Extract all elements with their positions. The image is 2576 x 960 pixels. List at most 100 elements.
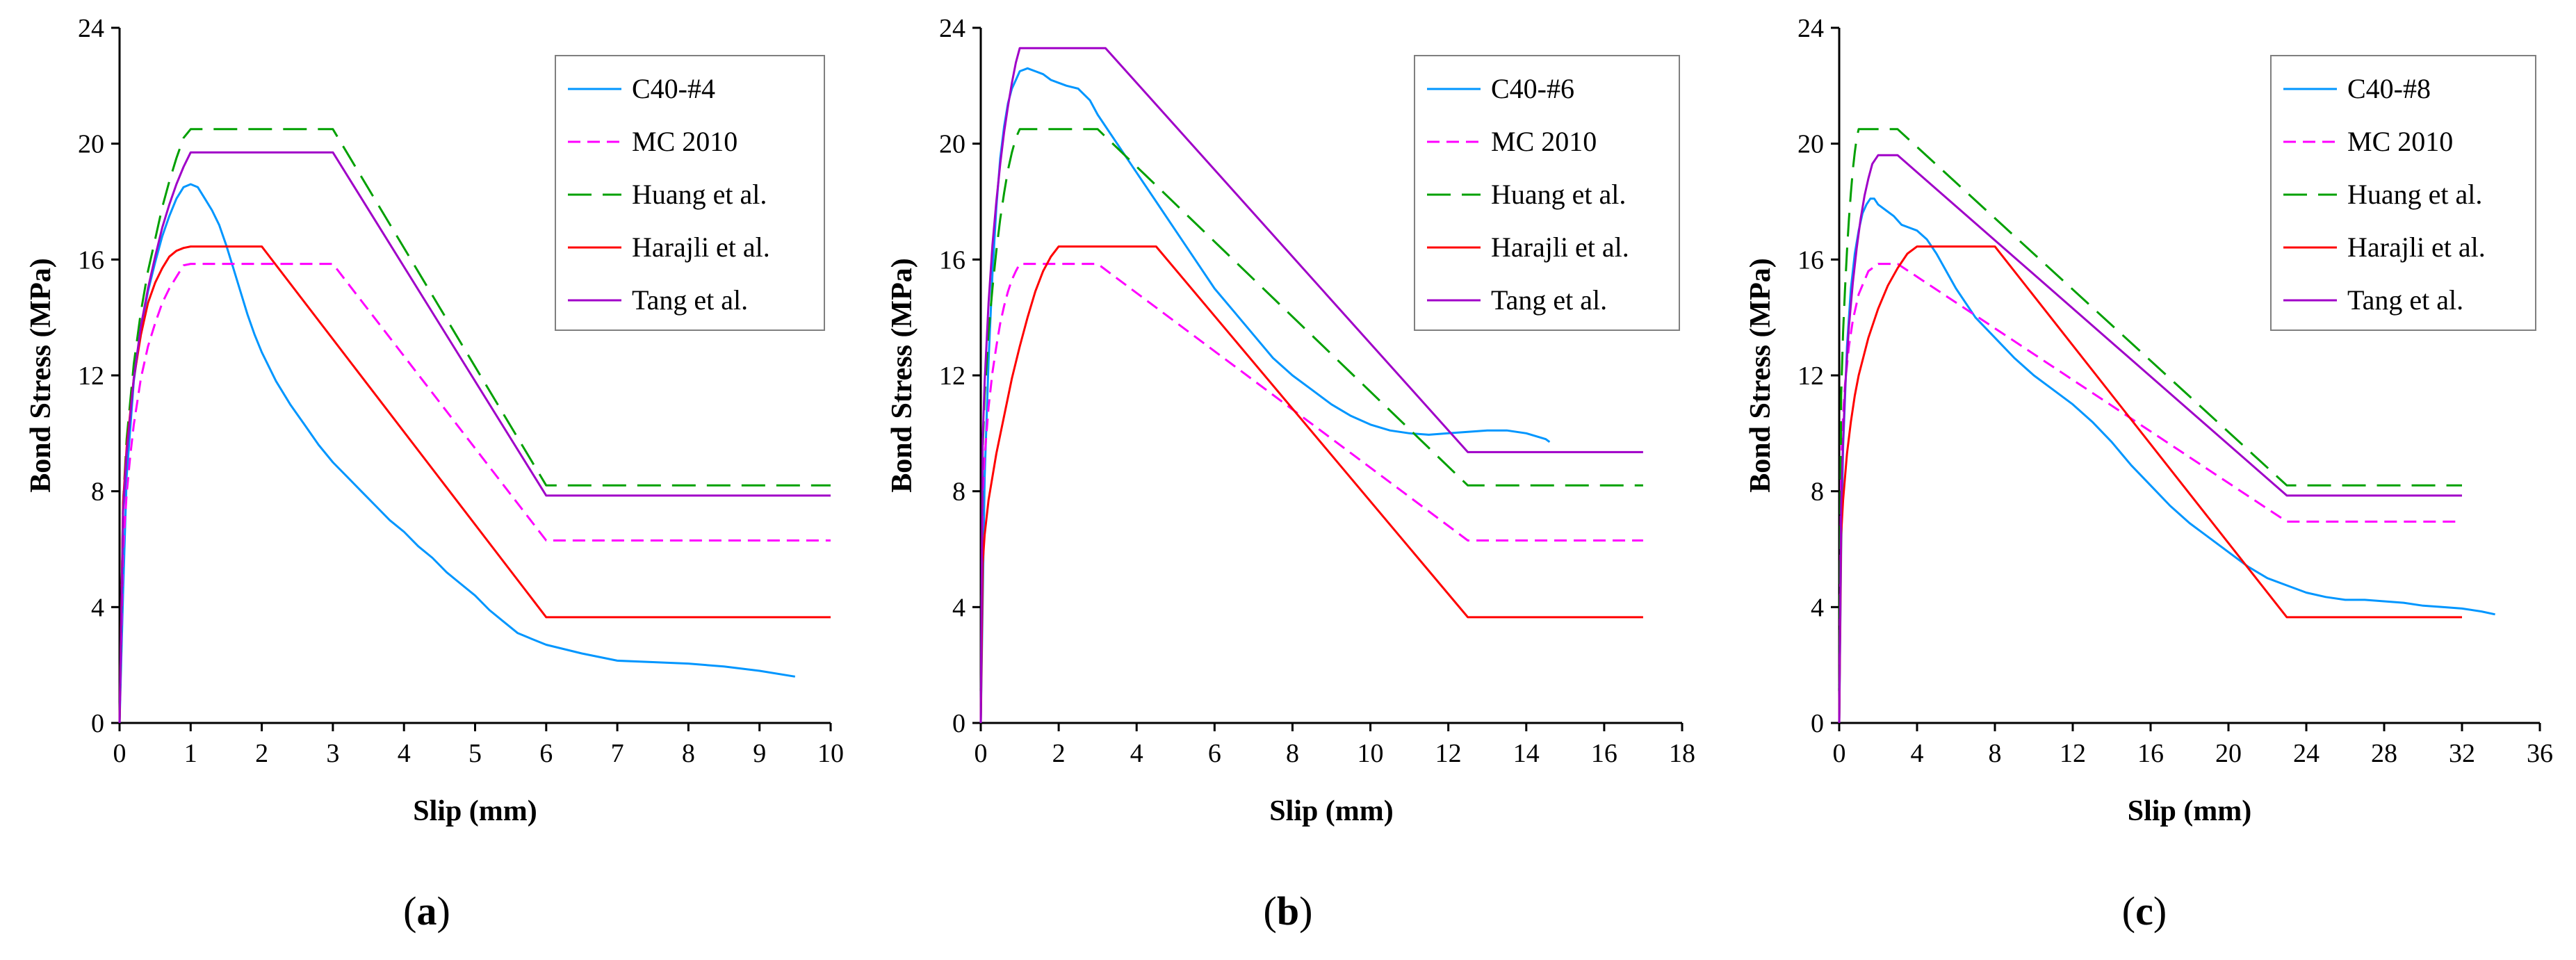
- x-tick-label: 32: [2449, 739, 2475, 768]
- y-tick-label: 8: [91, 478, 104, 507]
- y-tick-label: 8: [952, 478, 965, 507]
- x-tick-label: 24: [2293, 739, 2320, 768]
- series-line-tang-et-al: [1838, 154, 2462, 724]
- x-tick-label: 20: [2215, 739, 2242, 768]
- x-tick-label: 4: [1130, 739, 1143, 768]
- caption-paren: ): [2153, 888, 2167, 934]
- legend-label: Tang et al.: [632, 284, 748, 316]
- legend: C40-#4 MC 2010 Huang et al. Harajli et al. T…: [555, 55, 825, 331]
- x-tick-label: 5: [468, 739, 482, 768]
- caption-paren: (: [1264, 888, 1277, 934]
- x-tick-label: 8: [682, 739, 695, 768]
- panel-letter: b: [1277, 888, 1299, 934]
- x-tick-label: 0: [975, 739, 988, 768]
- legend-box: [555, 55, 825, 331]
- legend-label: C40-#8: [2347, 73, 2431, 104]
- x-tick-label: 0: [1833, 739, 1846, 768]
- x-axis-title: Slip (mm): [1269, 795, 1394, 827]
- y-tick-label: 12: [939, 361, 965, 391]
- chart-panel-c: 0 4 8 12 16 20 24 0 4 8 12 16 20 24 28 32 36 Slip (mm) Bon…: [1745, 14, 2553, 934]
- legend: C40-#8 MC 2010 Huang et al. Harajli et al. T…: [2270, 55, 2536, 331]
- series-line-mc-2010: [979, 263, 1643, 724]
- x-tick-label: 16: [1591, 739, 1617, 768]
- y-tick-label: 0: [952, 709, 965, 738]
- x-tick-label: 7: [611, 739, 624, 768]
- caption-paren: (: [403, 888, 416, 934]
- y-tick-label: 12: [78, 361, 104, 391]
- legend-label: MC 2010: [632, 126, 737, 157]
- y-tick-label: 4: [91, 593, 104, 622]
- legend-label: Harajli et al.: [632, 231, 770, 263]
- x-tick-label: 18: [1669, 739, 1695, 768]
- legend-box: [1414, 55, 1680, 331]
- x-tick-label: 4: [398, 739, 411, 768]
- legend-label: C40-#4: [632, 73, 715, 104]
- series-line-harajli-et-al: [979, 245, 1643, 724]
- x-tick-label: 28: [2371, 739, 2397, 768]
- series-line-tang-et-al: [979, 47, 1643, 724]
- y-tick-label: 12: [1798, 361, 1824, 391]
- series-line-tang-et-al: [118, 151, 831, 724]
- y-tick-label: 20: [939, 130, 965, 159]
- legend-label: MC 2010: [2347, 126, 2453, 157]
- series-line-c40-4: [118, 183, 796, 724]
- legend-label: Huang et al.: [2347, 179, 2482, 210]
- x-tick-label: 16: [2137, 739, 2164, 768]
- x-tick-label: 4: [1911, 739, 1924, 768]
- y-tick-label: 0: [91, 709, 104, 738]
- y-tick-label: 24: [78, 14, 104, 43]
- x-tick-label: 6: [539, 739, 553, 768]
- y-tick-label: 16: [939, 245, 965, 275]
- panel-caption: (c): [2122, 888, 2167, 934]
- y-tick-label: 4: [952, 593, 965, 622]
- x-tick-label: 6: [1208, 739, 1221, 768]
- y-tick-label: 24: [1798, 14, 1824, 43]
- x-tick-label: 10: [1358, 739, 1384, 768]
- y-tick-label: 16: [78, 245, 104, 275]
- y-tick-label: 20: [78, 130, 104, 159]
- x-tick-label: 36: [2527, 739, 2553, 768]
- series-line-huang-et-al: [118, 128, 831, 724]
- legend-label: Huang et al.: [1491, 179, 1626, 210]
- panel-letter: c: [2135, 888, 2153, 934]
- series-line-mc-2010: [1838, 263, 2462, 724]
- x-tick-label: 9: [753, 739, 766, 768]
- legend-box: [2270, 55, 2536, 331]
- y-axis-title: Bond Stress (MPa): [886, 258, 918, 493]
- y-tick-label: 16: [1798, 245, 1824, 275]
- y-axis-title: Bond Stress (MPa): [25, 258, 57, 493]
- legend-label: Tang et al.: [1491, 284, 1607, 316]
- y-tick-label: 8: [1811, 478, 1824, 507]
- caption-paren: ): [437, 888, 450, 934]
- caption-paren: ): [1299, 888, 1312, 934]
- x-tick-label: 1: [184, 739, 197, 768]
- y-tick-label: 4: [1811, 593, 1824, 622]
- x-axis-title: Slip (mm): [413, 795, 537, 827]
- series-line-c40-8: [1838, 197, 2495, 724]
- legend-label: Harajli et al.: [1491, 231, 1629, 263]
- x-axis-title: Slip (mm): [2128, 795, 2252, 827]
- caption-paren: (: [2122, 888, 2135, 934]
- panel-caption: (a): [403, 888, 450, 934]
- x-tick-label: 10: [817, 739, 844, 768]
- x-tick-label: 0: [113, 739, 127, 768]
- x-tick-label: 8: [1989, 739, 2002, 768]
- legend-label: Harajli et al.: [2347, 231, 2486, 263]
- legend-label: Tang et al.: [2347, 284, 2463, 316]
- x-tick-label: 8: [1286, 739, 1299, 768]
- y-tick-label: 0: [1811, 709, 1824, 738]
- legend-label: MC 2010: [1491, 126, 1597, 157]
- legend-label: C40-#6: [1491, 73, 1574, 104]
- x-tick-label: 12: [2060, 739, 2086, 768]
- series-line-huang-et-al: [1838, 128, 2462, 724]
- legend: C40-#6 MC 2010 Huang et al. Harajli et al. T…: [1414, 55, 1680, 331]
- series-line-harajli-et-al: [1838, 245, 2462, 724]
- legend-label: Huang et al.: [632, 179, 767, 210]
- panel-letter: a: [417, 888, 437, 934]
- x-tick-label: 2: [1052, 739, 1066, 768]
- x-tick-label: 3: [326, 739, 339, 768]
- y-axis-title: Bond Stress (MPa): [1745, 258, 1777, 493]
